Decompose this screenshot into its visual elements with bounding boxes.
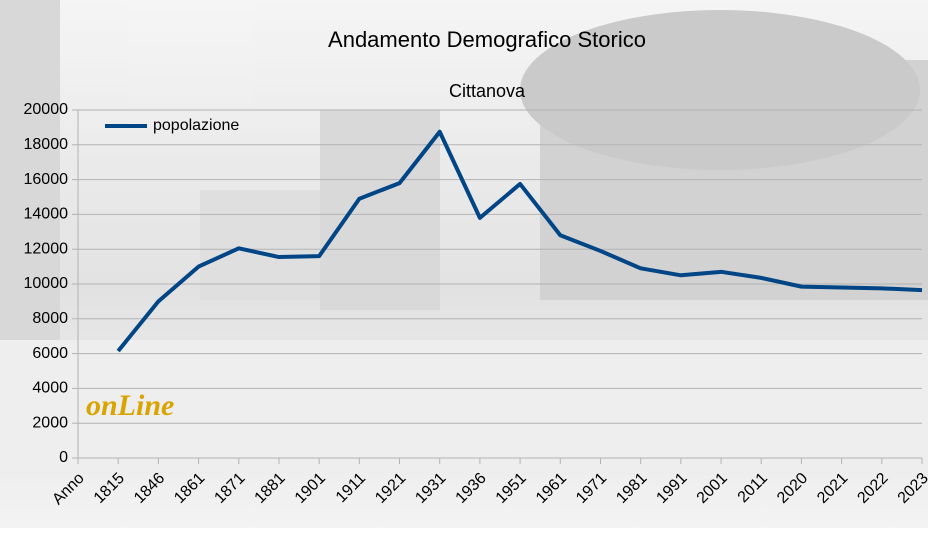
y-tick-label: 4000 <box>32 380 68 397</box>
y-tick-label: 12000 <box>24 240 69 257</box>
y-tick-label: 6000 <box>32 345 68 362</box>
y-tick-label: 20000 <box>24 101 69 118</box>
y-tick-label: 8000 <box>32 310 68 327</box>
chart-subtitle: Cittanova <box>449 81 526 101</box>
y-tick-label: 10000 <box>24 275 69 292</box>
y-tick-label: 16000 <box>24 171 69 188</box>
chart-title: Andamento Demografico Storico <box>328 27 646 52</box>
y-tick-label: 0 <box>59 449 68 466</box>
legend-label: popolazione <box>153 117 239 134</box>
y-tick-label: 2000 <box>32 414 68 431</box>
y-tick-label: 18000 <box>24 136 69 153</box>
y-tick-label: 14000 <box>24 206 69 223</box>
logo: onLine <box>86 389 174 422</box>
